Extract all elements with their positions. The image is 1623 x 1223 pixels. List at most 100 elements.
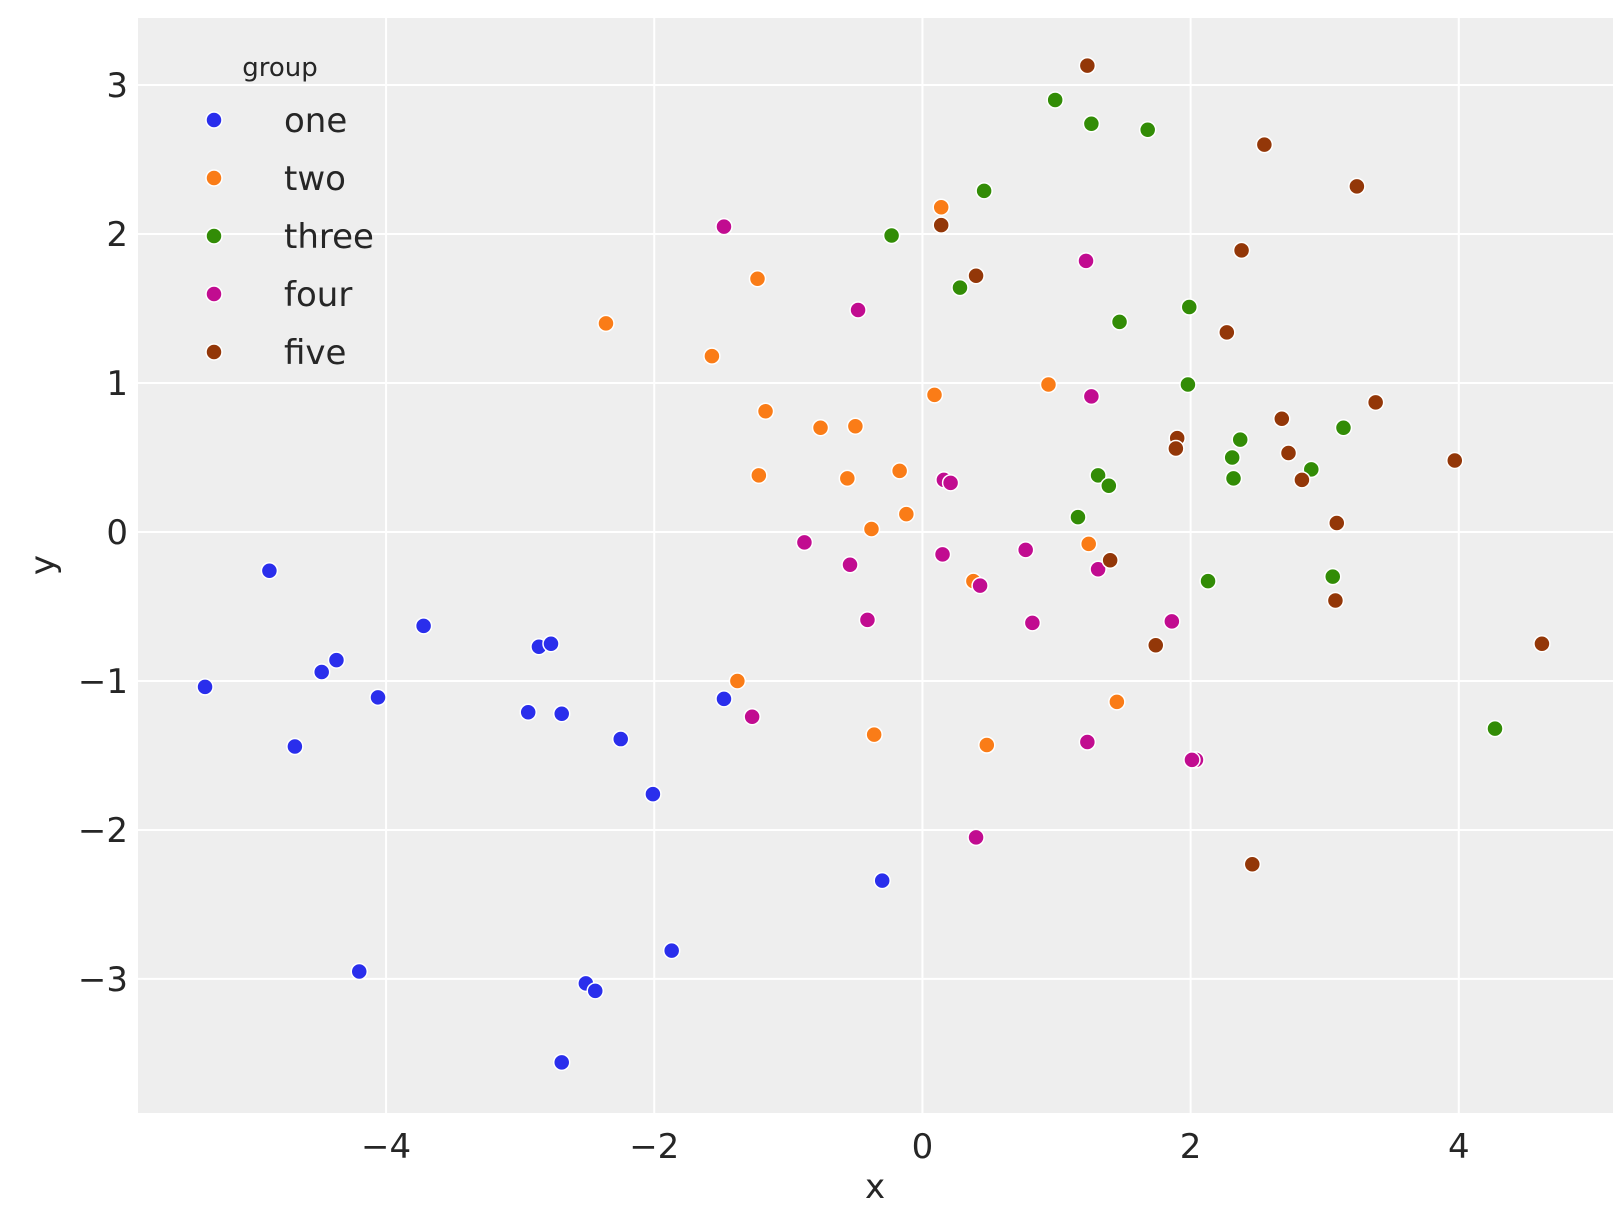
data-point — [611, 730, 630, 748]
data-point — [644, 785, 662, 803]
data-point — [597, 314, 615, 333]
y-tick-label: −1 — [78, 662, 128, 702]
data-point — [841, 556, 859, 574]
data-point — [1486, 719, 1504, 738]
data-point — [1243, 855, 1262, 873]
data-point — [1108, 693, 1126, 711]
data-point — [552, 704, 571, 723]
data-point — [862, 520, 881, 538]
series-two — [597, 198, 1126, 754]
data-point — [1167, 439, 1185, 458]
legend-title: group — [242, 53, 318, 83]
y-tick-label: 2 — [106, 215, 128, 255]
data-point — [1324, 567, 1342, 586]
y-tick-label: 0 — [106, 513, 128, 553]
data-point — [414, 617, 433, 635]
data-point — [350, 962, 368, 981]
legend-label: four — [284, 275, 352, 315]
data-point — [1163, 612, 1181, 631]
data-point — [1179, 375, 1197, 394]
data-point — [715, 690, 733, 708]
data-point — [849, 301, 867, 319]
data-point — [1110, 313, 1129, 331]
data-point — [1366, 393, 1385, 412]
data-point — [312, 663, 331, 681]
data-point — [865, 725, 883, 744]
data-point — [703, 347, 721, 365]
data-point — [1183, 751, 1201, 769]
legend-marker — [205, 343, 223, 361]
data-point — [1039, 375, 1058, 394]
y-tick-label: 3 — [106, 66, 128, 106]
data-point — [873, 871, 891, 890]
data-point — [1223, 448, 1241, 467]
data-point — [1079, 535, 1098, 553]
data-point — [1180, 298, 1199, 316]
data-point — [1293, 471, 1311, 489]
data-point — [1218, 323, 1236, 342]
data-point — [1089, 466, 1107, 485]
data-point — [756, 402, 775, 421]
y-tick-label: −3 — [78, 960, 128, 1000]
data-point — [932, 216, 950, 234]
data-point — [1046, 91, 1064, 109]
data-point — [1328, 514, 1346, 532]
data-point — [1077, 252, 1095, 270]
legend-label: two — [284, 159, 346, 199]
data-point — [933, 545, 952, 564]
data-point — [1082, 115, 1101, 133]
data-point — [1089, 560, 1107, 578]
y-tick-labels: −3 −2 −1 0 1 2 3 — [78, 66, 128, 1000]
series-three — [882, 91, 1504, 738]
data-point — [728, 672, 747, 690]
data-point — [1069, 508, 1087, 526]
data-point — [978, 736, 996, 754]
data-point — [882, 226, 901, 245]
data-point — [1232, 241, 1251, 260]
y-axis-label: y — [23, 555, 63, 575]
data-point — [715, 217, 733, 236]
data-point — [925, 386, 944, 404]
data-point — [838, 469, 857, 488]
data-point — [1326, 591, 1345, 610]
data-point — [795, 533, 814, 552]
data-point — [1023, 614, 1042, 632]
data-point — [1255, 135, 1274, 154]
data-point — [971, 576, 989, 595]
data-point — [1138, 120, 1157, 139]
legend-item-five: five — [205, 333, 346, 373]
x-tick-labels: −4 −2 0 2 4 — [361, 1127, 1470, 1167]
data-point — [750, 466, 768, 485]
legend-item-three: three — [205, 217, 374, 257]
plot-background — [138, 18, 1613, 1113]
data-point — [858, 611, 877, 629]
data-point — [1199, 572, 1217, 590]
data-point — [1100, 477, 1118, 495]
legend-marker — [205, 285, 223, 303]
data-point — [1078, 56, 1097, 75]
data-point — [967, 828, 985, 847]
x-tick-label: 4 — [1448, 1127, 1470, 1167]
data-point — [1016, 541, 1035, 559]
data-point — [748, 269, 767, 288]
data-point — [967, 266, 985, 285]
data-point — [1533, 634, 1551, 653]
data-point — [1273, 410, 1291, 428]
data-point — [369, 688, 387, 707]
data-point — [1101, 551, 1119, 570]
y-tick-label: −2 — [78, 811, 128, 851]
data-point — [586, 982, 604, 1000]
legend-item-four: four — [205, 275, 352, 315]
legend-marker — [205, 169, 223, 187]
data-point — [1231, 430, 1249, 449]
x-tick-label: −4 — [361, 1127, 411, 1167]
data-point — [286, 737, 304, 756]
legend-items: one two three four five — [205, 101, 374, 373]
data-point — [519, 703, 537, 721]
legend-marker — [205, 227, 223, 245]
data-points — [196, 56, 1551, 1072]
data-point — [1348, 177, 1366, 196]
data-point — [932, 198, 950, 216]
data-point — [941, 474, 960, 492]
